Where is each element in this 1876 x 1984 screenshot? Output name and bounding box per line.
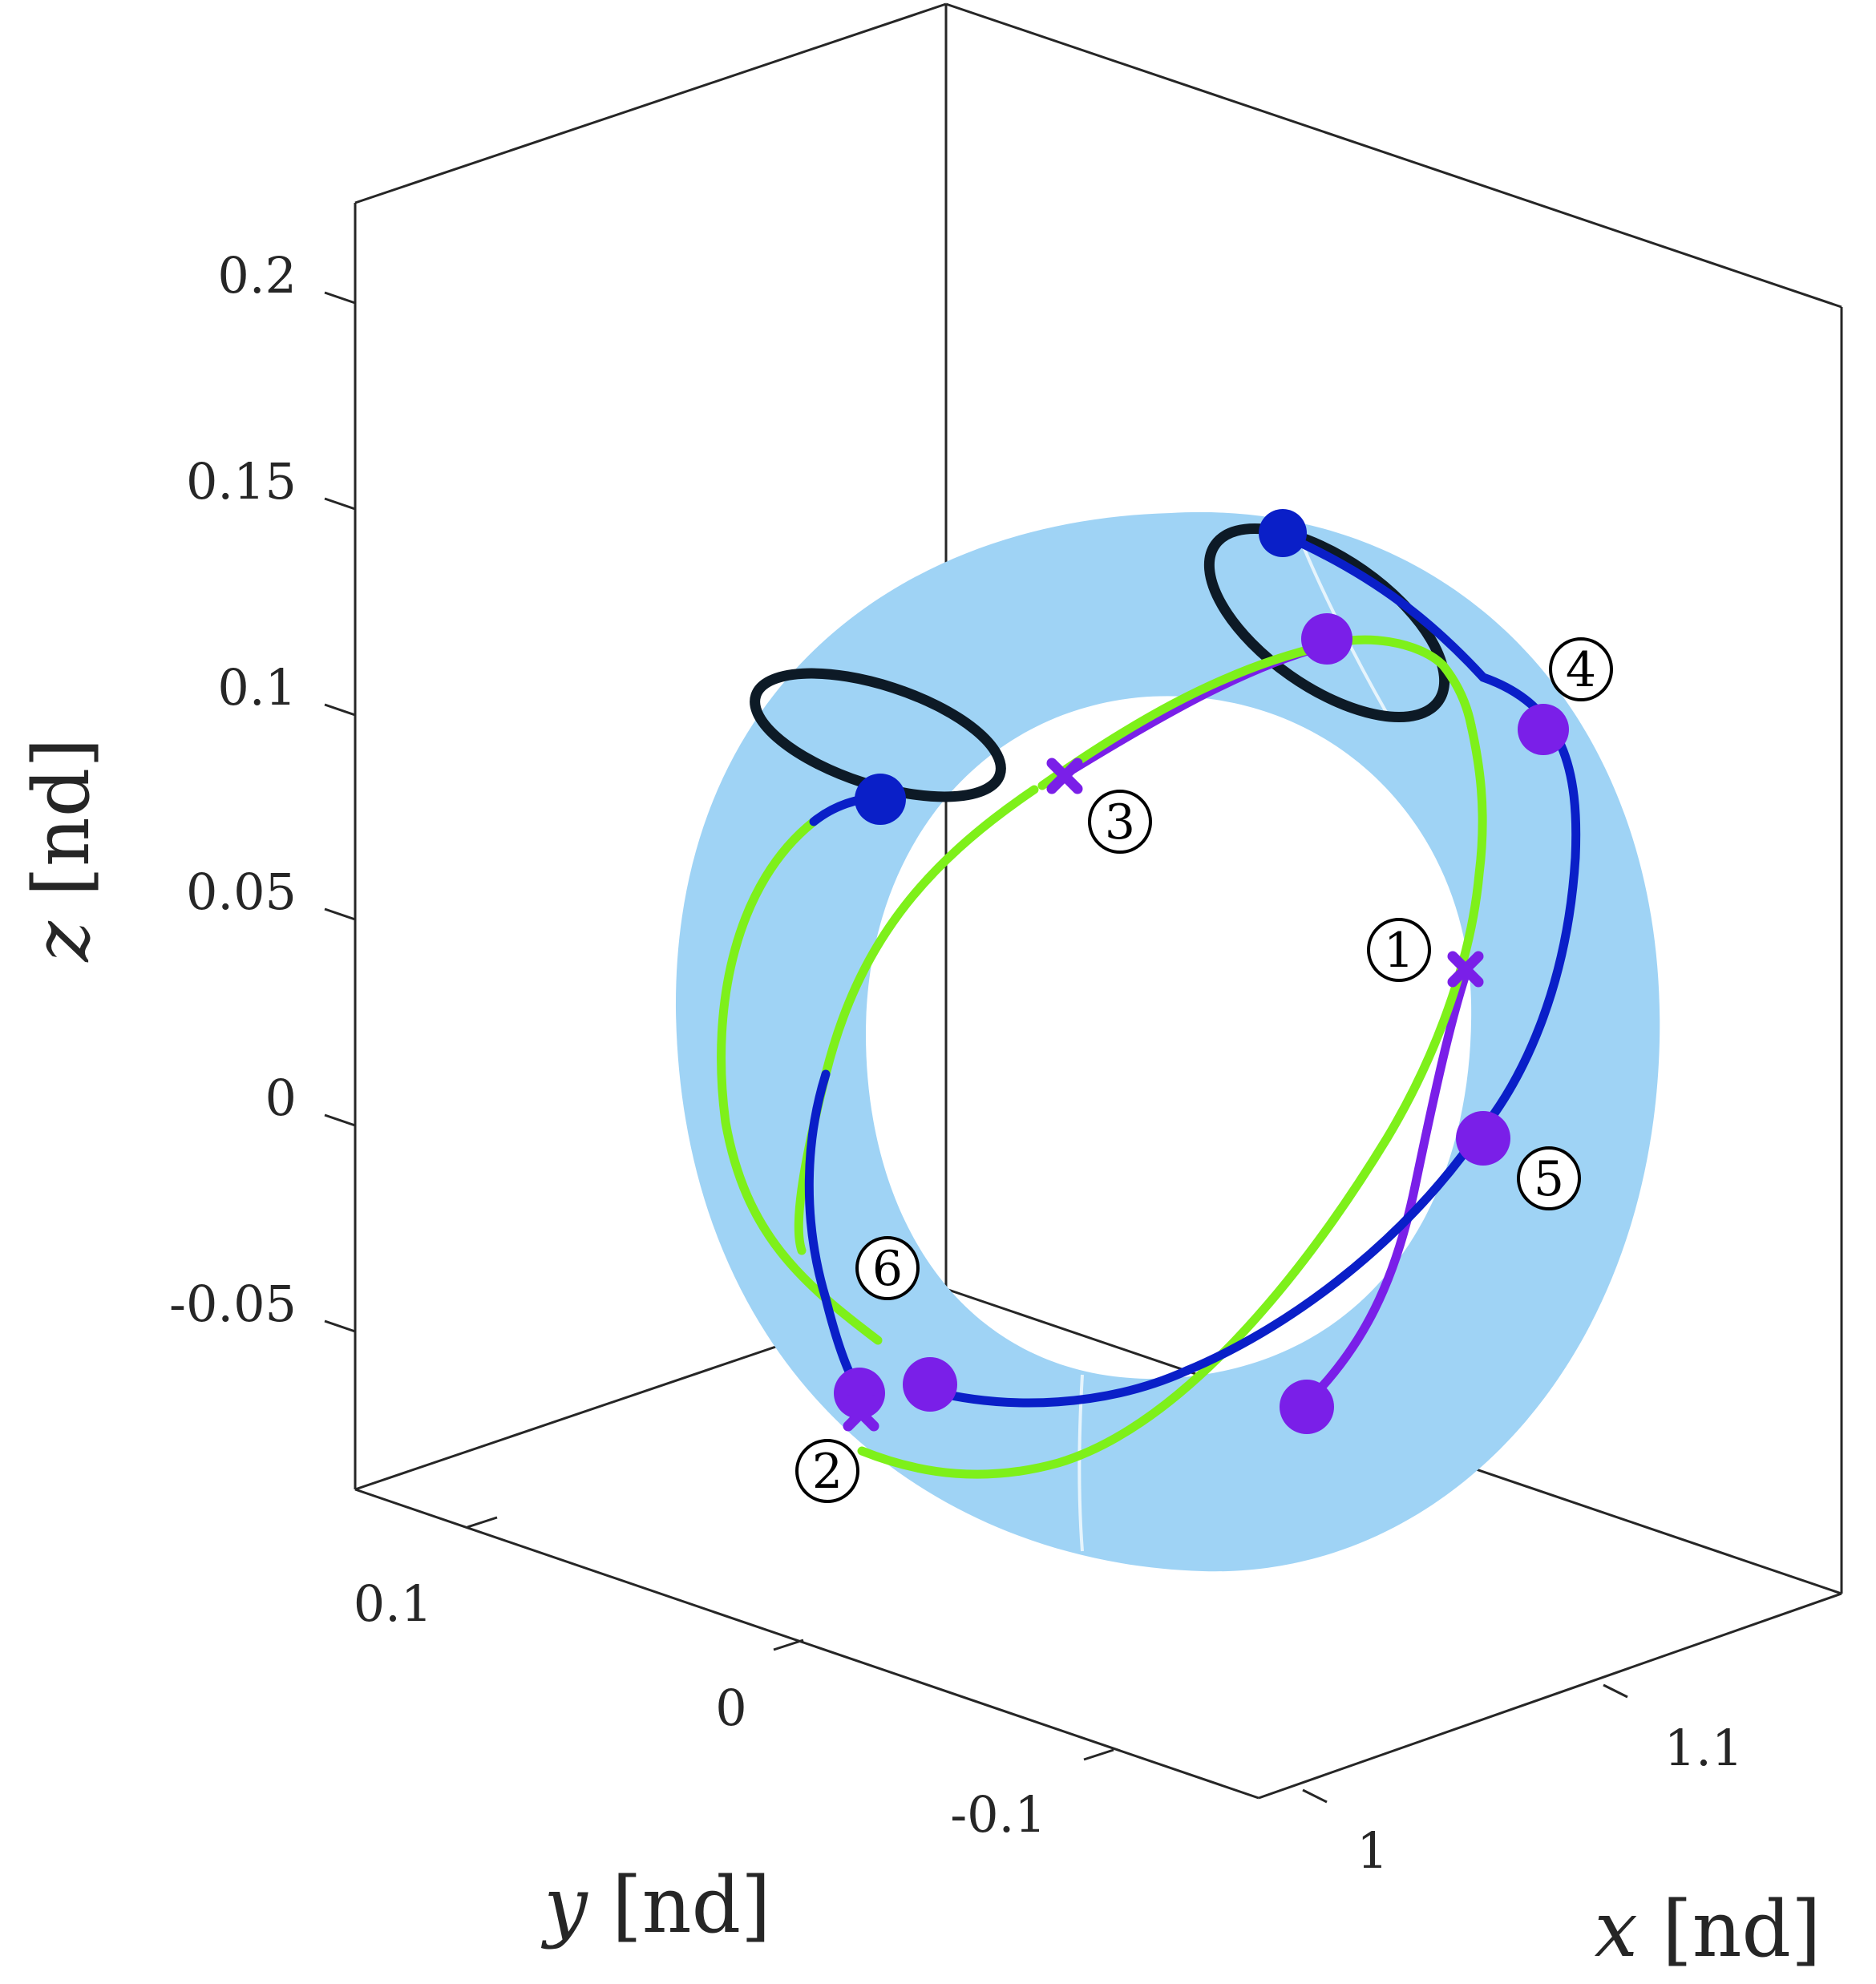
z-tick-mark (324, 497, 356, 511)
y-tick-label: 0 (715, 1679, 746, 1737)
z-tick-mark (324, 907, 356, 921)
blue-arc (925, 530, 1581, 1408)
purple-marker (903, 1357, 957, 1412)
x-tick-label: 1 (1356, 1821, 1388, 1880)
y-tick-mark (467, 1516, 498, 1529)
purple-marker (1280, 1380, 1334, 1434)
svg-text:2: 2 (812, 1444, 843, 1500)
z-tick-label: -0.05 (169, 1275, 297, 1333)
blue-marker (855, 774, 906, 825)
z-tick-label: 0.2 (217, 246, 297, 305)
green-arc (1322, 635, 1476, 730)
z-axis-label: z [nd] (17, 737, 107, 962)
event-label: 5 (1517, 1146, 1581, 1210)
x-axis-label: x [nd] (1595, 1885, 1821, 1974)
x-tick-label: 1.1 (1664, 1719, 1744, 1777)
event-label: 4 (1549, 637, 1613, 701)
blue-marker (1259, 509, 1307, 557)
x-tick-mark (1302, 1788, 1328, 1804)
z-axis: 0.2 0.15 0.1 0.05 0 -0.05 z [nd] (17, 246, 356, 1333)
box-edge-floor-front-right (1258, 1592, 1842, 1800)
y-tick-label: -0.1 (950, 1785, 1046, 1844)
box-edge-top-right (945, 2, 1842, 309)
event-label: 1 (1367, 918, 1431, 982)
purple-arc (1302, 965, 1472, 1408)
y-axis-label: y [nd] (541, 1861, 771, 1950)
blue-arc (804, 1069, 867, 1400)
y-tick-mark (1083, 1748, 1114, 1761)
x-axis: 1 1.1 x [nd] (1302, 1683, 1821, 1974)
purple-marker (1456, 1111, 1510, 1166)
x-tick-mark (1603, 1683, 1628, 1699)
svg-text:5: 5 (1534, 1151, 1564, 1207)
svg-text:1: 1 (1384, 923, 1414, 979)
cross-marker (1447, 951, 1484, 988)
y-tick-mark (773, 1639, 804, 1651)
orbit-ellipse-right (1203, 523, 1450, 722)
svg-text:4: 4 (1566, 642, 1596, 698)
z-tick-label: 0 (265, 1069, 297, 1127)
cross-marker (843, 1395, 879, 1432)
y-tick-label: 0.1 (354, 1574, 433, 1633)
svg-text:3: 3 (1105, 794, 1135, 851)
y-axis: 0.1 0 -0.1 y [nd] (354, 1516, 1114, 1950)
z-tick-mark (324, 1319, 356, 1333)
green-arc (717, 817, 883, 1345)
z-tick-label: 0.1 (217, 658, 297, 717)
torus-surface (675, 511, 1660, 1572)
z-tick-label: 0.05 (186, 863, 297, 921)
purple-marker (1518, 704, 1569, 755)
green-arc (857, 721, 1487, 1479)
box-edge-top-left (354, 2, 947, 204)
event-label: 3 (1088, 790, 1152, 854)
z-tick-mark (324, 703, 356, 717)
z-tick-mark (324, 291, 356, 305)
purple-marker (1301, 613, 1352, 665)
box-edge-floor-front-left (354, 1488, 1259, 1800)
z-tick-label: 0.15 (186, 452, 297, 511)
axes-box (354, 2, 1843, 1800)
trajectory (717, 530, 1581, 1479)
svg-text:6: 6 (872, 1241, 903, 1297)
z-tick-mark (324, 1113, 356, 1127)
green-arc (794, 785, 1039, 1255)
event-label: 2 (795, 1439, 859, 1503)
cross-marker (1046, 758, 1083, 794)
event-label: 6 (855, 1236, 920, 1300)
